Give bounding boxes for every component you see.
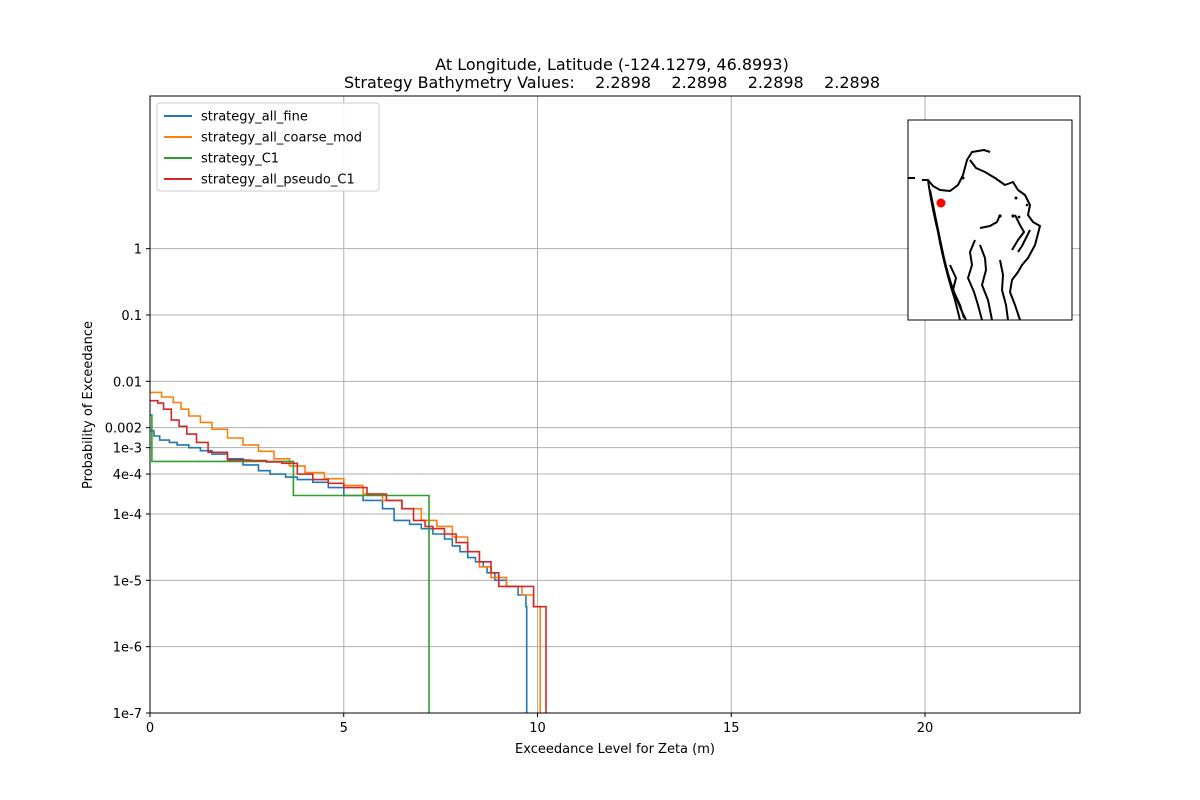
- location-marker: [936, 198, 946, 208]
- x-tick-label: 10: [529, 721, 546, 736]
- y-tick-label: 1e-4: [113, 508, 142, 523]
- x-tick-label: 15: [723, 721, 740, 736]
- legend-entry-label: strategy_all_fine: [201, 110, 308, 125]
- series-line-strategy-all-coarse-mod: [150, 391, 541, 713]
- legend: strategy_all_fine strategy_all_coarse_mod…: [156, 102, 380, 192]
- y-tick-label: 0.1: [121, 309, 142, 324]
- inset-map-coastline: [908, 149, 1041, 321]
- y-tick-label: 0.002: [105, 422, 142, 437]
- y-axis-label: Probability of Exceedance: [81, 321, 96, 489]
- x-tick-label: 20: [917, 721, 934, 736]
- y-tick-label: 4e-4: [113, 468, 142, 483]
- series-line-strategy-C1: [150, 414, 430, 713]
- inset-map: [907, 119, 1073, 321]
- inset-map-islands: [961, 176, 1029, 219]
- x-axis-label: Exceedance Level for Zeta (m): [515, 742, 715, 757]
- legend-box: [156, 102, 380, 192]
- y-tick-label: 1e-3: [113, 442, 142, 457]
- y-tick-label: 1e-6: [113, 641, 142, 656]
- legend-entry-label: strategy_all_coarse_mod: [201, 131, 362, 146]
- series-layer: [150, 391, 547, 713]
- y-tick-label: 1e-7: [113, 707, 142, 722]
- y-tick-label: 0.01: [113, 375, 142, 390]
- plot-frame: [149, 95, 1081, 714]
- x-tick-label: 0: [146, 721, 154, 736]
- series-line-strategy-all-pseudo-C1: [150, 399, 547, 713]
- legend-entry-label: strategy_all_pseudo_C1: [201, 173, 355, 188]
- x-tick-label: 5: [340, 721, 348, 736]
- chart-title-line1: At Longitude, Latitude (-124.1279, 46.89…: [435, 55, 789, 74]
- x-axis-ticks: 0 5 10 15 20: [146, 713, 933, 736]
- chart-title-line2: Strategy Bathymetry Values: 2.2898 2.289…: [344, 73, 880, 92]
- legend-entry-label: strategy_C1: [201, 152, 279, 167]
- y-axis-ticks: 1 0.1 0.01 0.002 1e-3 4e-4 1e-4 1e-5 1e-6 1e-7: [105, 243, 150, 722]
- inset-map-frame: [907, 119, 1073, 321]
- y-tick-label: 1e-5: [113, 574, 142, 589]
- y-tick-label: 1: [134, 243, 142, 258]
